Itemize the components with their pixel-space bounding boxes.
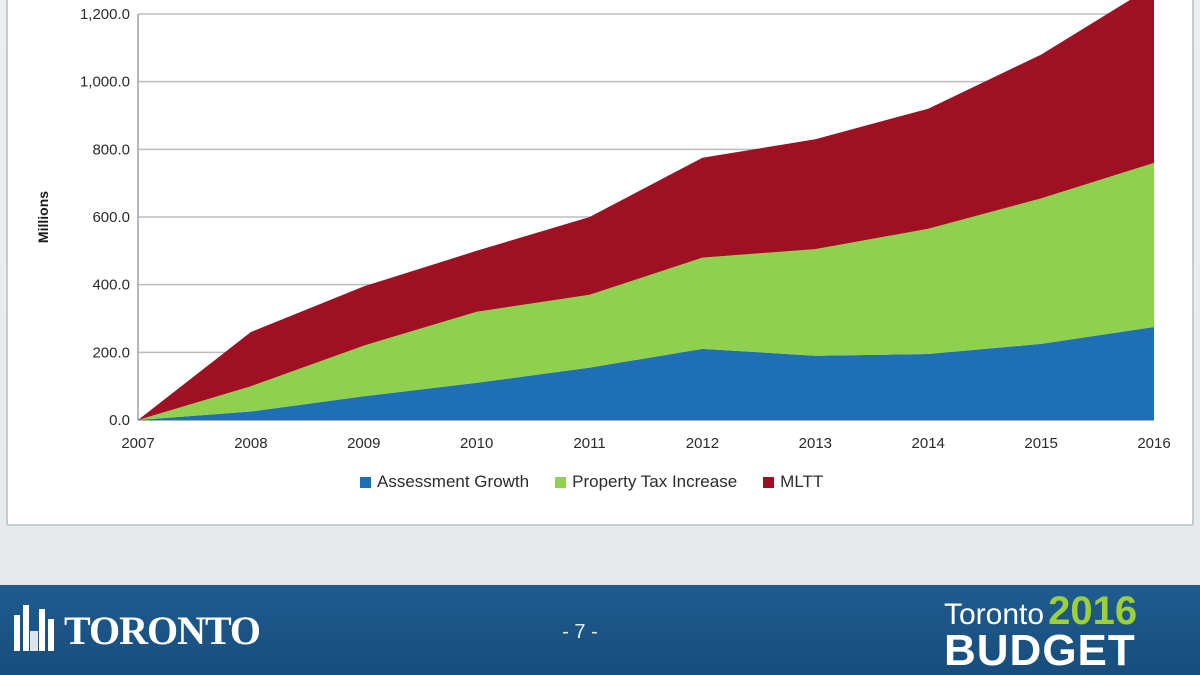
legend-item-mltt: MLTT [763,472,823,492]
y-tick-labels: 0.0 200.0 400.0 600.0 800.0 1,000.0 1,200.0 [80,6,130,429]
legend-swatch-assessment-growth [360,476,371,488]
area-series-assessment-growth [138,327,1154,420]
x-tick-label: 2009 [347,435,380,452]
legend-item-assessment-growth: Assessment Growth [360,472,529,492]
slide-area: 0.0 200.0 400.0 600.0 800.0 1,000.0 1,200.0 20… [0,0,1200,585]
city-hall-icon [14,605,54,651]
budget-brand: Toronto 2016 BUDGET [944,589,1154,675]
y-tick-label: 0.0 [109,412,130,429]
y-tick-label: 200.0 [92,344,130,361]
x-tick-label: 2016 [1137,435,1170,452]
x-tick-label: 2015 [1024,435,1057,452]
legend-label: MLTT [780,472,824,491]
toronto-logo: TORONTO [12,601,261,653]
x-tick-label: 2007 [121,435,154,452]
y-tick-label: 400.0 [92,277,130,294]
legend-label: Assessment Growth [377,472,530,491]
y-tick-label: 600.0 [92,209,130,226]
legend-label: Property Tax Increase [572,472,738,491]
x-tick-label: 2011 [573,435,605,452]
area-series-property-tax-increase [138,162,1154,420]
y-tick-label: 1,200.0 [80,6,130,23]
y-tick-label: 1,000.0 [80,74,130,91]
x-tick-label: 2013 [799,435,832,452]
logo-wordmark: TORONTO [64,608,261,653]
legend-item-property-tax-increase: Property Tax Increase [555,472,737,492]
brand-city: Toronto [944,598,1045,631]
legend-swatch-mltt [763,476,775,488]
x-tick-label: 2008 [234,435,267,452]
y-axis-title: Millions [35,191,51,243]
x-tick-label: 2010 [460,435,493,452]
brand-year: 2016 [1048,589,1138,633]
x-tick-label: 2012 [686,435,719,452]
x-tick-label: 2014 [912,435,945,452]
brand-budget: BUDGET [944,626,1136,675]
footer-bar: TORONTO - 7 - Toronto 2016 BUDGET [0,585,1200,675]
legend-swatch-property-tax-increase [555,476,567,488]
chart-panel: 0.0 200.0 400.0 600.0 800.0 1,000.0 1,200.0 20… [6,0,1194,526]
x-tick-labels: 2007 2008 2009 2010 2011 2012 2013 2014 2015 2016 [121,435,1170,452]
area-series-mltt [138,0,1154,420]
area-layer [138,0,1154,420]
chart-svg: 0.0 200.0 400.0 600.0 800.0 1,000.0 1,200.0 20… [35,0,1171,452]
y-tick-label: 800.0 [92,141,130,158]
page-number: - 7 - [562,621,598,643]
legend: Assessment Growth Property Tax Increase … [360,472,823,492]
